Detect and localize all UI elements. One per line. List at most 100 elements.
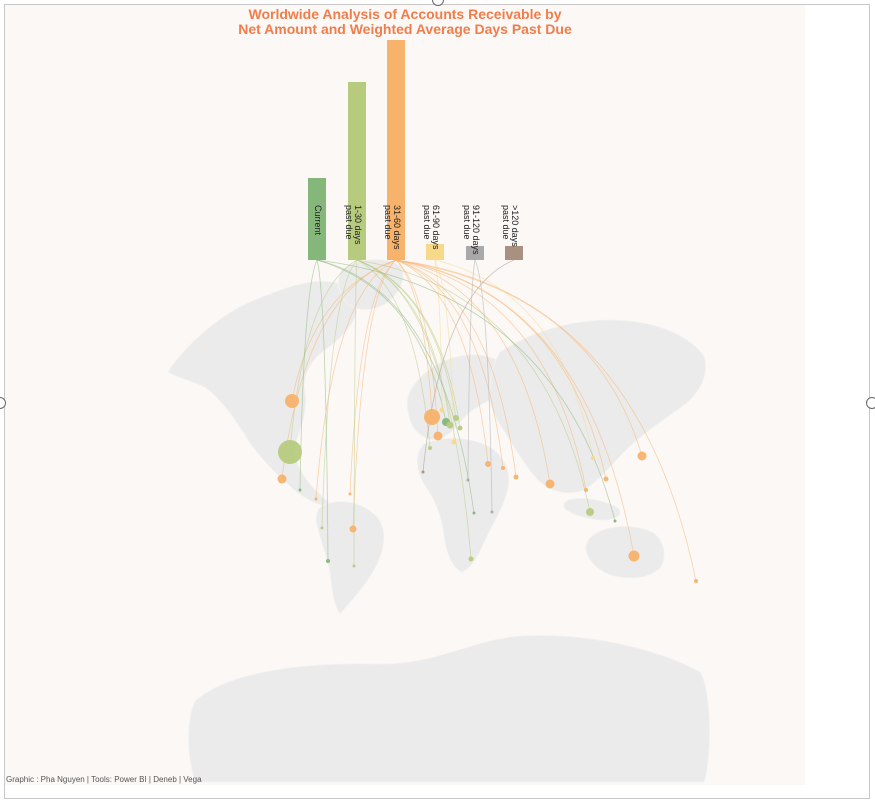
chart-credits: Graphic : Pha Nguyen | Tools: Power BI |…	[6, 775, 202, 784]
flow-line	[356, 259, 431, 449]
map-antarctica	[188, 635, 710, 783]
location-marker[interactable]	[586, 508, 594, 516]
bar-d31_60[interactable]	[387, 40, 405, 260]
location-marker[interactable]	[501, 466, 505, 470]
flow-line	[395, 259, 587, 491]
location-marker[interactable]	[278, 440, 302, 464]
bar-label-line2: past due	[422, 205, 432, 240]
flow-lines	[281, 259, 697, 582]
location-marker[interactable]	[320, 526, 324, 530]
bar-label-line1: >120 days	[510, 205, 520, 247]
flow-line	[395, 259, 504, 469]
location-marker[interactable]	[468, 556, 474, 562]
location-marker[interactable]	[603, 476, 609, 482]
flow-line	[434, 259, 455, 443]
location-marker[interactable]	[428, 446, 432, 450]
world-map	[167, 259, 710, 783]
bar-label-line2: past due	[462, 205, 472, 240]
location-marker[interactable]	[628, 550, 640, 562]
flow-line	[299, 259, 318, 491]
resize-handle-right[interactable]	[866, 397, 875, 409]
flow-line	[356, 259, 451, 426]
location-marker[interactable]	[453, 415, 459, 421]
location-marker[interactable]	[285, 394, 299, 408]
location-marker[interactable]	[446, 421, 454, 429]
flow-line	[422, 259, 515, 473]
flow-line	[316, 259, 447, 423]
bar-labels-group: Current 1-30 dayspast due 31-60 dayspast d…	[313, 205, 520, 255]
flow-line	[395, 259, 643, 457]
location-marker[interactable]	[591, 456, 595, 460]
location-marker[interactable]	[694, 579, 698, 583]
bar-label-d1_30: 1-30 dayspast due	[344, 205, 363, 245]
map-africa	[416, 437, 510, 573]
location-marker[interactable]	[485, 461, 491, 467]
location-marker[interactable]	[466, 478, 470, 482]
location-marker[interactable]	[472, 511, 476, 515]
map-south-america	[315, 501, 385, 615]
bar-current[interactable]	[308, 178, 326, 260]
location-marker[interactable]	[439, 407, 445, 413]
location-marker[interactable]	[451, 439, 457, 445]
location-marker[interactable]	[545, 479, 555, 489]
flow-line	[474, 259, 493, 513]
location-marker[interactable]	[457, 425, 463, 431]
bar-label-line2: past due	[501, 205, 511, 240]
chart-title: Worldwide Analysis of Accounts Receivabl…	[200, 7, 610, 37]
flow-line	[315, 259, 397, 500]
location-marker[interactable]	[513, 474, 519, 480]
flow-line	[352, 259, 397, 530]
flow-line	[395, 259, 439, 437]
location-marker[interactable]	[352, 564, 356, 568]
bar-d91_120[interactable]	[466, 246, 484, 260]
location-markers	[277, 394, 698, 583]
location-marker[interactable]	[348, 492, 352, 496]
bar-label-line1: Current	[313, 205, 323, 236]
location-marker[interactable]	[433, 431, 443, 441]
location-marker[interactable]	[314, 497, 318, 501]
bar-label-d61_90: 61-90 dayspast due	[422, 205, 441, 250]
bar-label-d120p: >120 dayspast due	[501, 205, 520, 247]
flow-line	[467, 259, 476, 481]
bar-label-line1: 31-60 days	[392, 205, 402, 250]
chart-title-line2: Net Amount and Weighted Average Days Pas…	[238, 21, 572, 37]
flow-line	[395, 259, 635, 557]
location-marker[interactable]	[584, 488, 588, 492]
flow-line	[434, 259, 594, 459]
flow-line	[395, 259, 551, 485]
map-north-america	[167, 280, 358, 507]
bar-label-d91_120: 91-120 dayspast due	[462, 205, 481, 255]
location-marker[interactable]	[613, 519, 617, 523]
bar-label-line1: 61-90 days	[431, 205, 441, 250]
bar-d1_30[interactable]	[348, 82, 366, 260]
flow-line	[395, 259, 607, 480]
flow-line	[316, 259, 475, 514]
flow-line	[395, 259, 517, 478]
bar-label-line1: 1-30 days	[353, 205, 363, 245]
bar-label-line1: 91-120 days	[471, 205, 481, 255]
flow-line	[321, 259, 358, 529]
location-marker[interactable]	[421, 470, 425, 474]
bar-label-current: Current	[313, 205, 323, 236]
location-marker[interactable]	[298, 488, 302, 492]
location-marker[interactable]	[326, 559, 330, 563]
location-marker[interactable]	[490, 510, 494, 514]
location-marker[interactable]	[277, 474, 287, 484]
bar-label-line2: past due	[383, 205, 393, 240]
flow-line	[395, 259, 697, 582]
flow-line	[353, 259, 358, 567]
flow-line	[316, 259, 329, 562]
location-marker[interactable]	[349, 525, 357, 533]
map-australia	[585, 526, 665, 579]
chart-title-line1: Worldwide Analysis of Accounts Receivabl…	[248, 6, 562, 22]
location-marker[interactable]	[424, 409, 440, 425]
flow-line	[349, 259, 397, 495]
bar-d61_90[interactable]	[426, 244, 444, 260]
bar-label-line2: past due	[344, 205, 354, 240]
bars-group	[308, 40, 523, 260]
bar-label-d31_60: 31-60 dayspast due	[383, 205, 402, 250]
location-marker[interactable]	[637, 451, 647, 461]
flow-line	[395, 259, 433, 418]
bar-d120p[interactable]	[505, 246, 523, 260]
